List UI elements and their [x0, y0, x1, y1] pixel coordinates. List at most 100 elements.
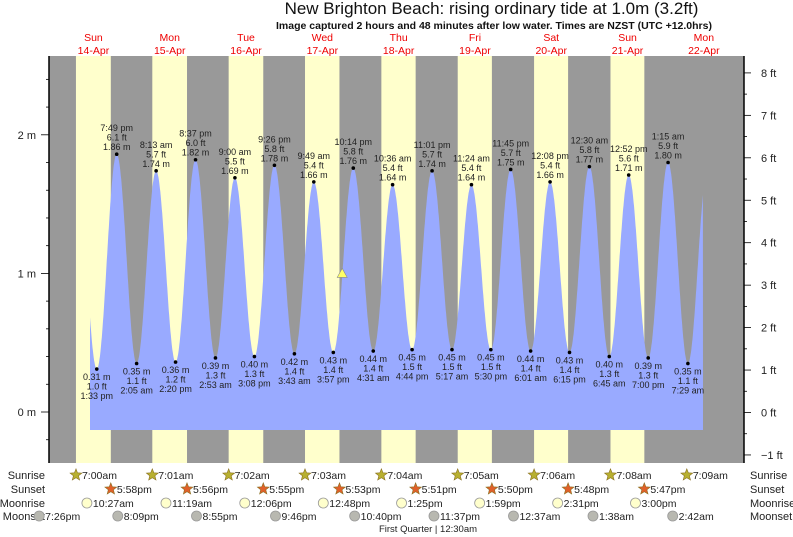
low-tide-point: [331, 350, 336, 355]
high-tide-label: 1.66 m: [300, 170, 328, 180]
low-tide-label: 1.4 ft: [284, 366, 305, 376]
sunset-star-icon: [332, 481, 347, 495]
moonset-moon-icon: [33, 510, 45, 522]
low-tide-label: 7:00 pm: [632, 380, 665, 390]
low-tide-label: 5:17 am: [436, 372, 469, 382]
low-tide-label: 0.36 m: [162, 365, 190, 375]
right-axis-label: 6 ft: [761, 153, 776, 165]
low-tide-label: 1.3 ft: [244, 369, 265, 379]
high-tide-label: 1.71 m: [615, 163, 643, 173]
right-axis-label: 3 ft: [761, 280, 776, 292]
sunset-time: 5:53pm: [345, 484, 380, 496]
high-tide-label: 7:49 pm: [100, 123, 133, 133]
date-label: 17-Apr: [307, 45, 339, 57]
low-tide-label: 0.40 m: [241, 360, 269, 370]
high-tide-label: 5.7 ft: [501, 148, 522, 158]
right-axis-label: −1 ft: [761, 450, 783, 462]
high-tide-label: 1.66 m: [536, 170, 564, 180]
low-tide-label: 0.44 m: [360, 354, 388, 364]
high-tide-label: 1.77 m: [576, 155, 604, 165]
high-tide-label: 1:15 am: [652, 132, 685, 142]
sunrise-star-icon: [69, 467, 83, 481]
high-tide-point: [390, 182, 395, 187]
day-label: Fri: [469, 32, 481, 44]
sunrise-row-label-right: Sunrise: [750, 470, 787, 482]
sunrise-star-icon: [527, 467, 541, 481]
high-tide-point: [233, 175, 237, 180]
high-tide-label: 1.76 m: [340, 156, 368, 166]
sunrise-time: 7:08am: [616, 470, 651, 482]
moonset-time: 8:09pm: [124, 511, 159, 523]
high-tide-point: [469, 182, 474, 187]
sunrise-star-icon: [603, 467, 618, 481]
high-tide-label: 1.74 m: [142, 159, 170, 169]
moonrise-time: 1:25pm: [408, 498, 443, 510]
sunset-time: 5:48pm: [574, 484, 609, 496]
low-tide-label: 3:43 am: [278, 376, 311, 386]
low-tide-label: 1.4 ft: [560, 365, 581, 375]
high-tide-label: 5.7 ft: [146, 149, 167, 159]
moonset-row-label-right: Moonset: [750, 511, 792, 523]
high-tide-point: [626, 173, 631, 177]
sunset-time: 5:55pm: [269, 484, 304, 496]
high-tide-label: 5.8 ft: [343, 147, 364, 157]
low-tide-point: [371, 349, 376, 353]
high-tide-label: 5.4 ft: [540, 160, 561, 170]
high-tide-label: 10:14 pm: [335, 137, 373, 147]
high-tide-point: [154, 169, 158, 173]
high-tide-label: 6.0 ft: [186, 138, 207, 148]
low-tide-label: 1.0 ft: [87, 382, 108, 392]
high-tide-label: 5.6 ft: [619, 153, 640, 163]
high-tide-label: 1.74 m: [418, 159, 446, 169]
sunrise-time: 7:01am: [158, 470, 193, 482]
sunrise-time: 7:02am: [235, 470, 270, 482]
date-label: 22-Apr: [688, 45, 720, 57]
sunrise-time: 7:00am: [82, 470, 117, 482]
right-axis-label: 8 ft: [761, 68, 776, 80]
moonset-moon-icon: [112, 510, 124, 522]
sunrise-star-icon: [680, 467, 694, 481]
date-label: 21-Apr: [612, 45, 644, 57]
sunset-star-icon: [409, 481, 423, 495]
sunrise-time: 7:06am: [540, 470, 575, 482]
moonrise-moon-icon: [630, 497, 641, 509]
moonrise-time: 3:00pm: [641, 498, 676, 510]
low-tide-label: 7:29 am: [672, 385, 705, 395]
low-tide-point: [173, 360, 178, 364]
moon-phase-label: First Quarter | 12:30am: [379, 524, 477, 535]
high-tide-label: 1.86 m: [103, 142, 131, 152]
low-tide-point: [134, 361, 139, 366]
moonrise-time: 12:06pm: [251, 498, 292, 510]
low-tide-label: 0.43 m: [320, 355, 348, 365]
low-tide-label: 0.39 m: [202, 361, 230, 371]
day-label: Sat: [543, 32, 559, 44]
date-label: 19-Apr: [459, 45, 491, 57]
low-tide-label: 1.2 ft: [166, 375, 187, 385]
right-axis-label: 7 ft: [761, 110, 776, 122]
moonset-time: 8:55pm: [202, 511, 237, 523]
low-tide-label: 4:31 am: [357, 373, 390, 383]
sunrise-star-icon: [374, 467, 389, 481]
chart-title: New Brighton Beach: rising ordinary tide…: [284, 0, 699, 18]
low-tide-label: 0.40 m: [596, 360, 624, 370]
high-tide-label: 12:30 am: [571, 136, 609, 146]
low-tide-point: [567, 350, 572, 355]
sunrise-time: 7:05am: [464, 470, 499, 482]
high-tide-point: [114, 152, 119, 157]
low-tide-point: [252, 354, 257, 359]
moonset-time: 12:37am: [519, 511, 560, 523]
low-tide-point: [646, 356, 651, 360]
low-tide-label: 0.43 m: [556, 355, 584, 365]
moonrise-moon-icon: [474, 497, 486, 509]
high-tide-label: 5.9 ft: [658, 141, 679, 151]
high-tide-label: 5.5 ft: [225, 156, 246, 166]
sunset-time: 5:58pm: [117, 484, 152, 496]
high-tide-label: 5.4 ft: [304, 160, 325, 170]
high-tide-label: 12:52 pm: [610, 144, 648, 154]
high-tide-label: 9:00 am: [219, 147, 252, 157]
low-tide-label: 1.3 ft: [638, 370, 659, 380]
low-tide-label: 1:33 pm: [81, 391, 114, 401]
low-tide-label: 0.45 m: [438, 353, 466, 363]
sunset-star-icon: [180, 481, 194, 495]
low-tide-label: 0.35 m: [123, 366, 151, 376]
